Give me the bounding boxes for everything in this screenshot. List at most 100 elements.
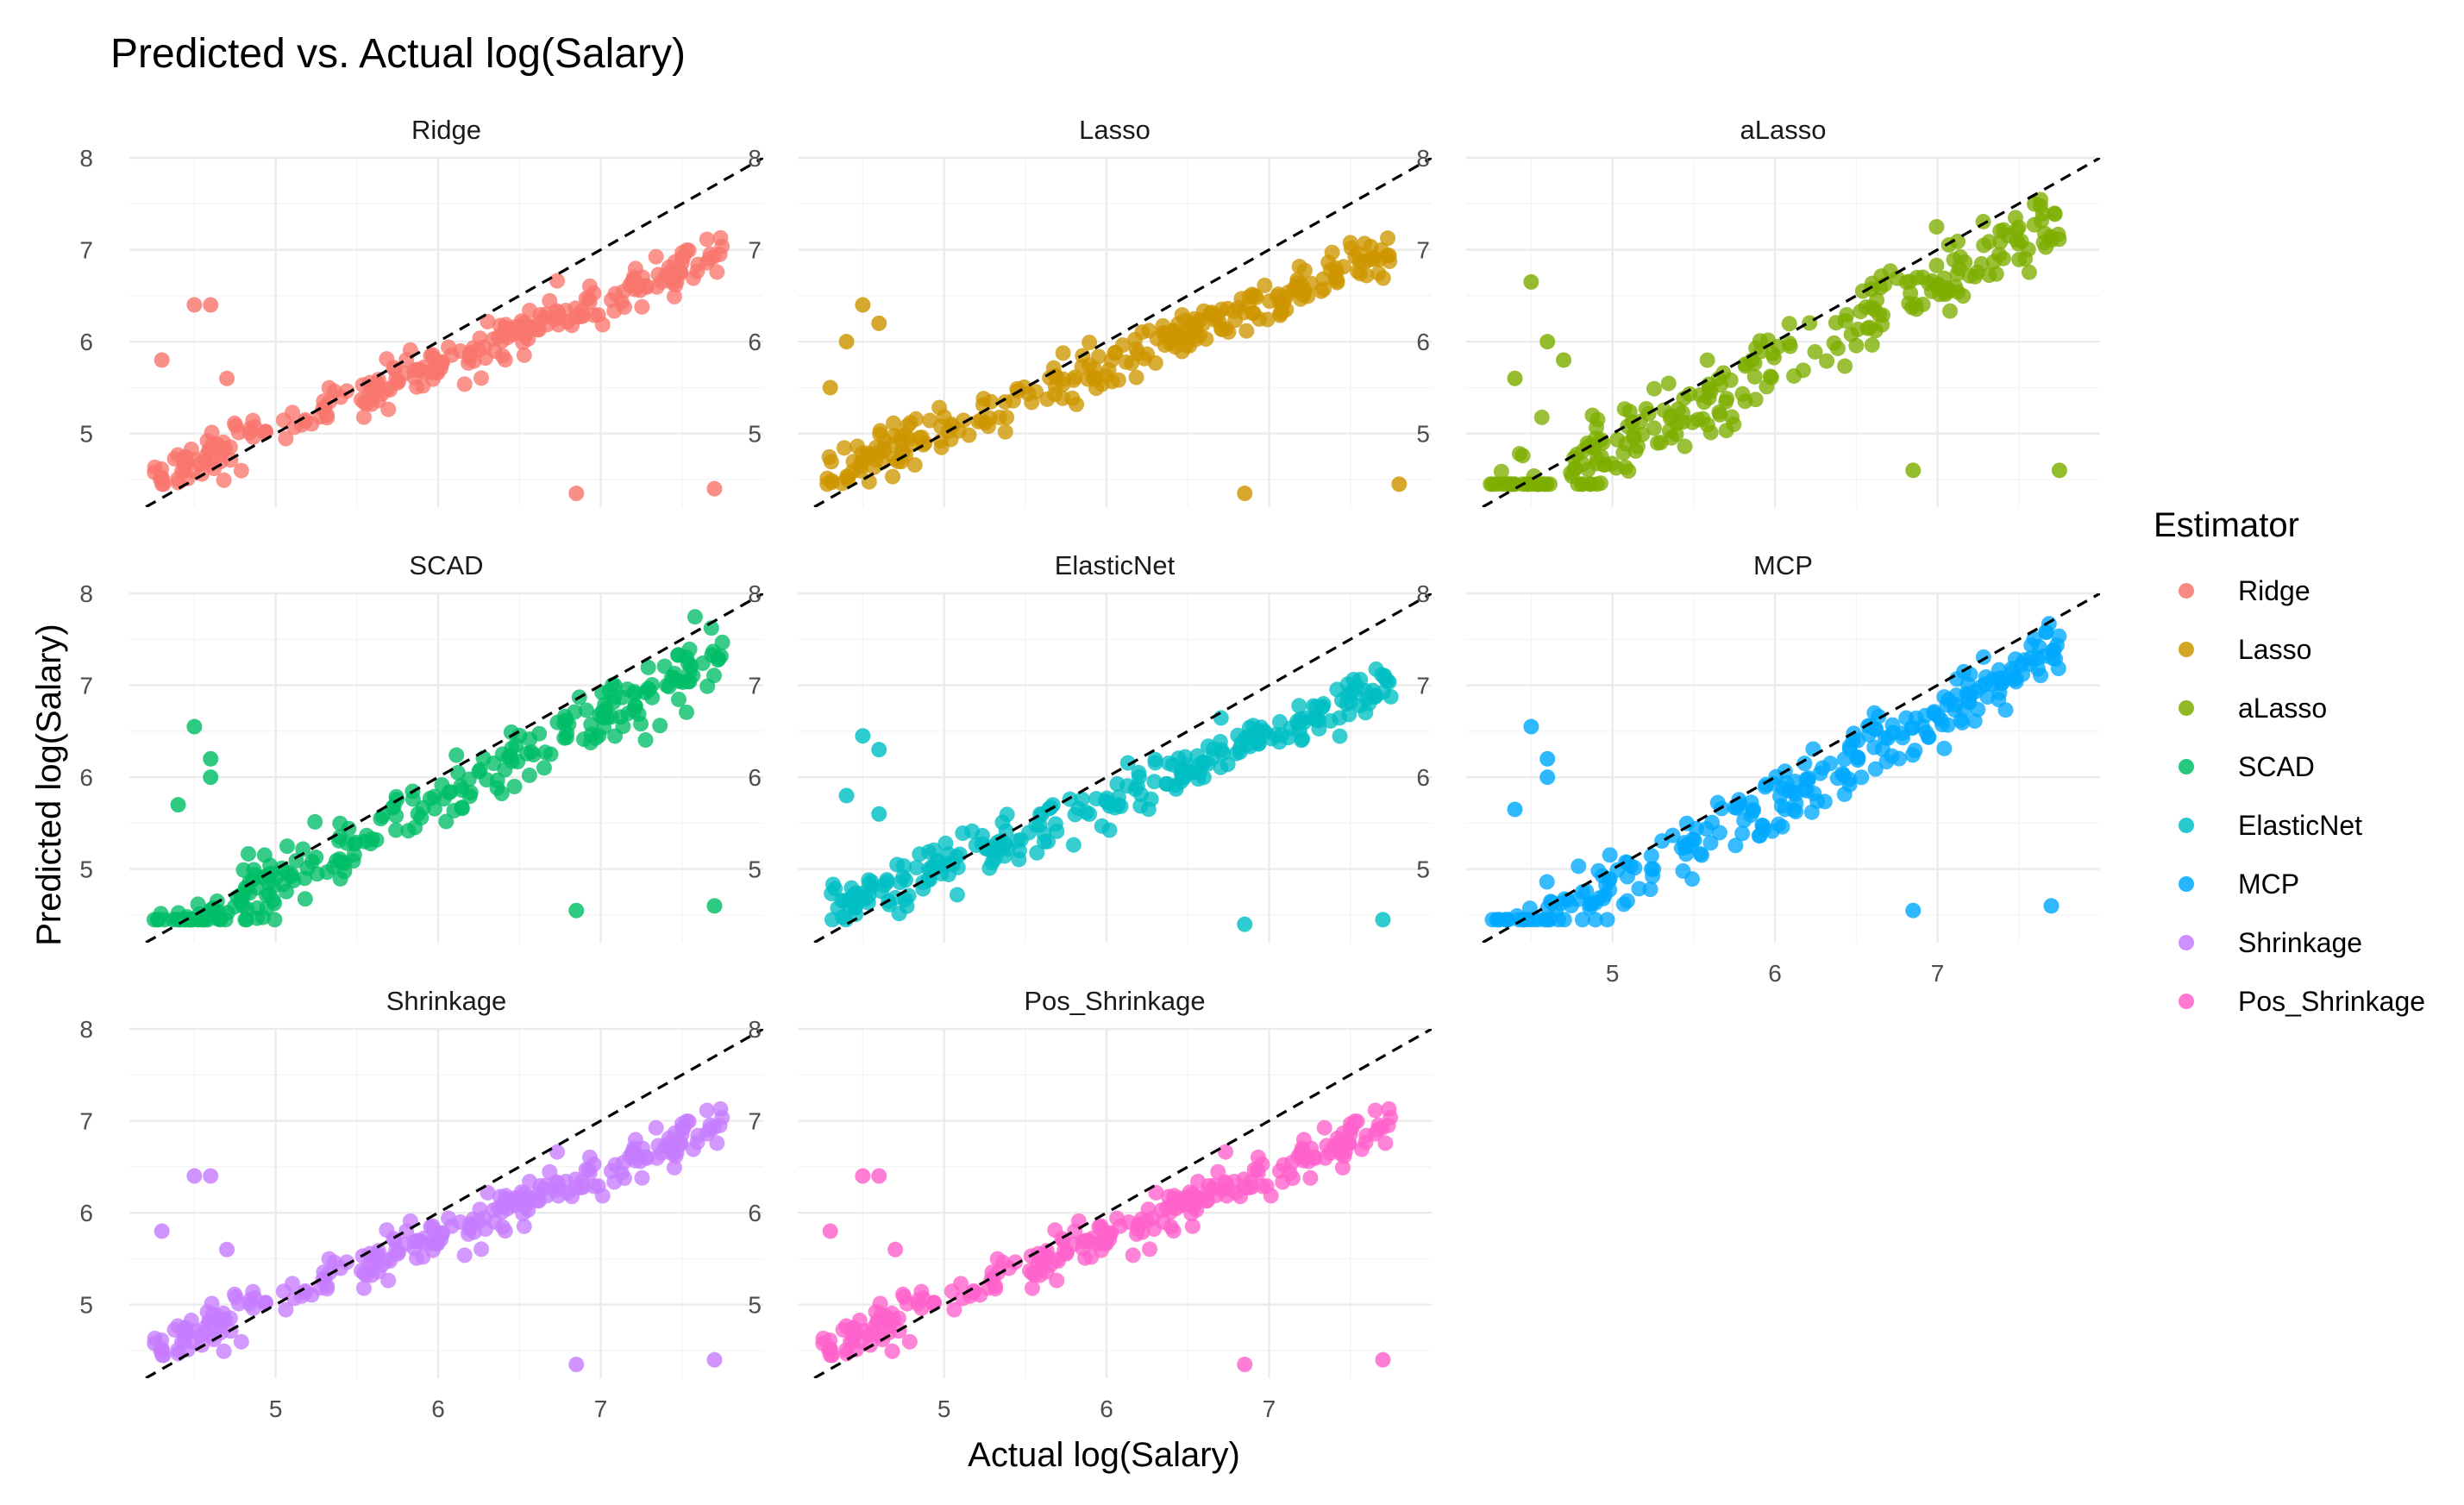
data-point xyxy=(2011,251,2028,267)
data-point xyxy=(228,1289,244,1305)
x-tick-label: 7 xyxy=(1263,1395,1276,1422)
data-point xyxy=(666,1159,682,1176)
data-point xyxy=(1894,725,1910,742)
data-point xyxy=(981,860,998,876)
data-point xyxy=(893,428,910,444)
data-point xyxy=(423,1235,440,1251)
data-point xyxy=(1646,380,1662,397)
y-tick-label: 6 xyxy=(748,764,762,791)
data-point xyxy=(872,423,888,439)
panel-pos-shrinkage: Pos_Shrinkage 5 6 7 8 5 6 7 xyxy=(748,986,1432,1422)
data-point xyxy=(549,273,566,289)
data-point xyxy=(1702,835,1719,851)
data-point xyxy=(1198,331,1214,348)
data-point xyxy=(616,299,632,316)
data-point xyxy=(1848,337,1865,354)
data-point xyxy=(183,1312,199,1328)
data-point xyxy=(1571,858,1587,875)
data-point xyxy=(2043,898,2060,914)
data-point xyxy=(216,472,232,488)
data-point xyxy=(1110,372,1126,388)
data-point xyxy=(1836,751,1853,768)
data-point xyxy=(1213,710,1229,726)
data-point xyxy=(197,912,213,928)
reference-line xyxy=(811,158,1432,507)
legend-label: Lasso xyxy=(2238,634,2311,665)
data-point xyxy=(524,1190,540,1207)
data-point xyxy=(203,769,219,786)
legend-label: Pos_Shrinkage xyxy=(2238,986,2425,1017)
y-tick-label: 6 xyxy=(79,764,93,791)
data-point xyxy=(615,718,631,735)
data-point xyxy=(885,468,901,485)
data-point xyxy=(339,1254,355,1270)
data-point xyxy=(843,880,860,896)
x-axis-title: Actual log(Salary) xyxy=(968,1436,1240,1474)
legend-label: Shrinkage xyxy=(2238,927,2362,958)
data-point xyxy=(823,454,839,470)
data-point xyxy=(1055,345,1071,361)
data-point xyxy=(1101,798,1118,814)
y-tick-label: 8 xyxy=(748,1016,762,1043)
data-point xyxy=(1921,729,1937,745)
data-point xyxy=(1249,733,1265,749)
data-point xyxy=(1507,370,1523,386)
data-point xyxy=(1078,804,1094,820)
legend-key xyxy=(2179,759,2194,774)
data-point xyxy=(1237,916,1253,932)
data-point xyxy=(1995,250,2011,267)
data-point xyxy=(1024,1280,1040,1296)
data-point xyxy=(2021,264,2037,280)
data-point xyxy=(1531,476,1547,492)
data-point xyxy=(472,330,488,347)
data-point xyxy=(456,1247,473,1264)
data-point xyxy=(1128,369,1144,386)
data-point xyxy=(480,1184,496,1201)
data-point xyxy=(933,439,950,455)
data-point xyxy=(648,1119,664,1136)
data-point xyxy=(1194,756,1211,772)
data-point xyxy=(1092,1235,1108,1251)
data-point xyxy=(1871,708,1887,724)
data-point xyxy=(1734,825,1751,842)
data-point xyxy=(346,846,362,862)
facet-panels: Ridge5678Lasso5678aLasso5678SCAD5678Elas… xyxy=(79,115,2100,1422)
data-point xyxy=(1822,756,1839,772)
data-point xyxy=(901,1333,918,1350)
data-point xyxy=(1206,741,1222,757)
data-point xyxy=(266,895,283,912)
data-point xyxy=(1130,1218,1146,1234)
data-point xyxy=(819,470,836,486)
data-point xyxy=(1192,1190,1208,1207)
y-tick-label: 7 xyxy=(748,673,762,699)
data-point xyxy=(2051,462,2067,479)
data-point xyxy=(1988,266,2004,282)
data-point xyxy=(1584,895,1601,912)
data-point xyxy=(1525,912,1541,928)
data-point xyxy=(1746,801,1762,818)
data-point xyxy=(1112,1218,1128,1234)
data-point xyxy=(1226,1173,1243,1189)
data-point xyxy=(1119,755,1136,771)
data-point xyxy=(203,297,219,313)
data-point xyxy=(1219,300,1236,317)
data-point xyxy=(423,364,440,380)
data-point xyxy=(1249,1162,1265,1178)
data-point xyxy=(1107,345,1123,361)
data-point xyxy=(855,1168,871,1184)
data-point xyxy=(348,834,364,850)
data-point xyxy=(380,1272,397,1289)
x-tick-label: 5 xyxy=(937,1395,951,1422)
data-point xyxy=(966,1282,982,1299)
data-point xyxy=(1660,375,1677,392)
data-point xyxy=(640,680,656,697)
plot-area xyxy=(811,1029,1432,1378)
data-point xyxy=(661,1138,678,1154)
data-point xyxy=(1029,844,1045,861)
data-point xyxy=(1289,713,1306,730)
data-point xyxy=(915,881,931,897)
data-point xyxy=(2023,637,2040,654)
data-point xyxy=(851,1312,868,1328)
y-tick-label: 7 xyxy=(1416,237,1430,264)
data-point xyxy=(486,756,502,772)
